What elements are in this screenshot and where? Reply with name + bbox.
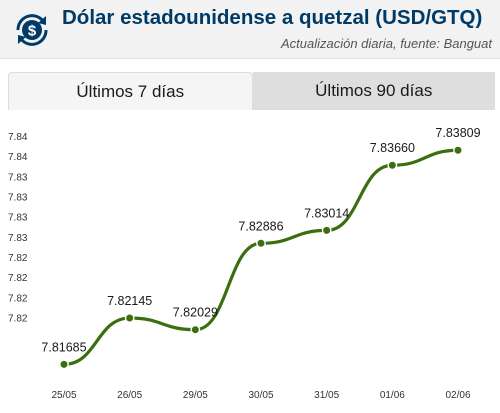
x-tick-label: 29/05: [183, 390, 208, 401]
header: $ Dólar estadounidense a quetzal (USD/GT…: [0, 0, 500, 62]
series-line: [62, 148, 460, 366]
y-tick-label: 7.83: [8, 233, 28, 244]
y-tick-label: 7.83: [8, 172, 28, 183]
x-tick-label: 30/05: [248, 390, 273, 401]
tab-last-7-days[interactable]: Últimos 7 días: [8, 72, 253, 110]
tab-last-90-days[interactable]: Últimos 90 días: [252, 72, 495, 110]
data-label: 7.82886: [238, 219, 283, 233]
header-background: [0, 0, 500, 59]
y-tick-label: 7.83: [8, 193, 28, 204]
data-label: 7.83660: [370, 141, 415, 155]
data-point: [387, 160, 398, 171]
page-title: Dólar estadounidense a quetzal (USD/GTQ): [62, 6, 483, 29]
data-point: [453, 145, 463, 156]
page-subtitle: Actualización diaria, fuente: Banguat: [280, 36, 492, 51]
currency-exchange-icon: $: [10, 8, 54, 52]
data-label: 7.81685: [41, 340, 86, 354]
data-point: [59, 359, 69, 370]
data-point: [321, 225, 332, 236]
x-tick-label: 26/05: [117, 390, 142, 401]
y-tick-label: 7.82: [8, 293, 28, 304]
data-point: [124, 313, 135, 323]
data-point: [256, 238, 266, 249]
x-tick-label: 31/05: [314, 390, 339, 401]
data-label: 7.83809: [435, 126, 480, 140]
y-tick-label: 7.82: [8, 253, 28, 264]
data-point: [190, 324, 201, 335]
period-tabs: Últimos 7 días Últimos 90 días: [8, 72, 495, 110]
y-tick-label: 7.84: [8, 132, 28, 143]
y-tick-label: 7.84: [8, 152, 28, 163]
y-tick-label: 7.82: [8, 314, 28, 325]
svg-text:$: $: [28, 23, 37, 40]
exchange-rate-chart: 7.84 7.84 7.83 7.83 7.83 7.83 7.82 7.82 7.82 7.82…: [0, 110, 500, 408]
data-label: 7.82029: [173, 306, 218, 320]
line-chart: 7.84 7.84 7.83 7.83 7.83 7.83 7.82 7.82 7.82 7.82…: [8, 126, 481, 401]
x-tick-label: 01/06: [380, 390, 405, 401]
x-tick-label: 25/05: [51, 390, 76, 401]
data-label: 7.82145: [107, 294, 152, 308]
data-label: 7.83014: [304, 206, 349, 220]
y-tick-label: 7.82: [8, 273, 28, 284]
x-tick-label: 02/06: [445, 390, 470, 401]
y-tick-label: 7.83: [8, 213, 28, 224]
